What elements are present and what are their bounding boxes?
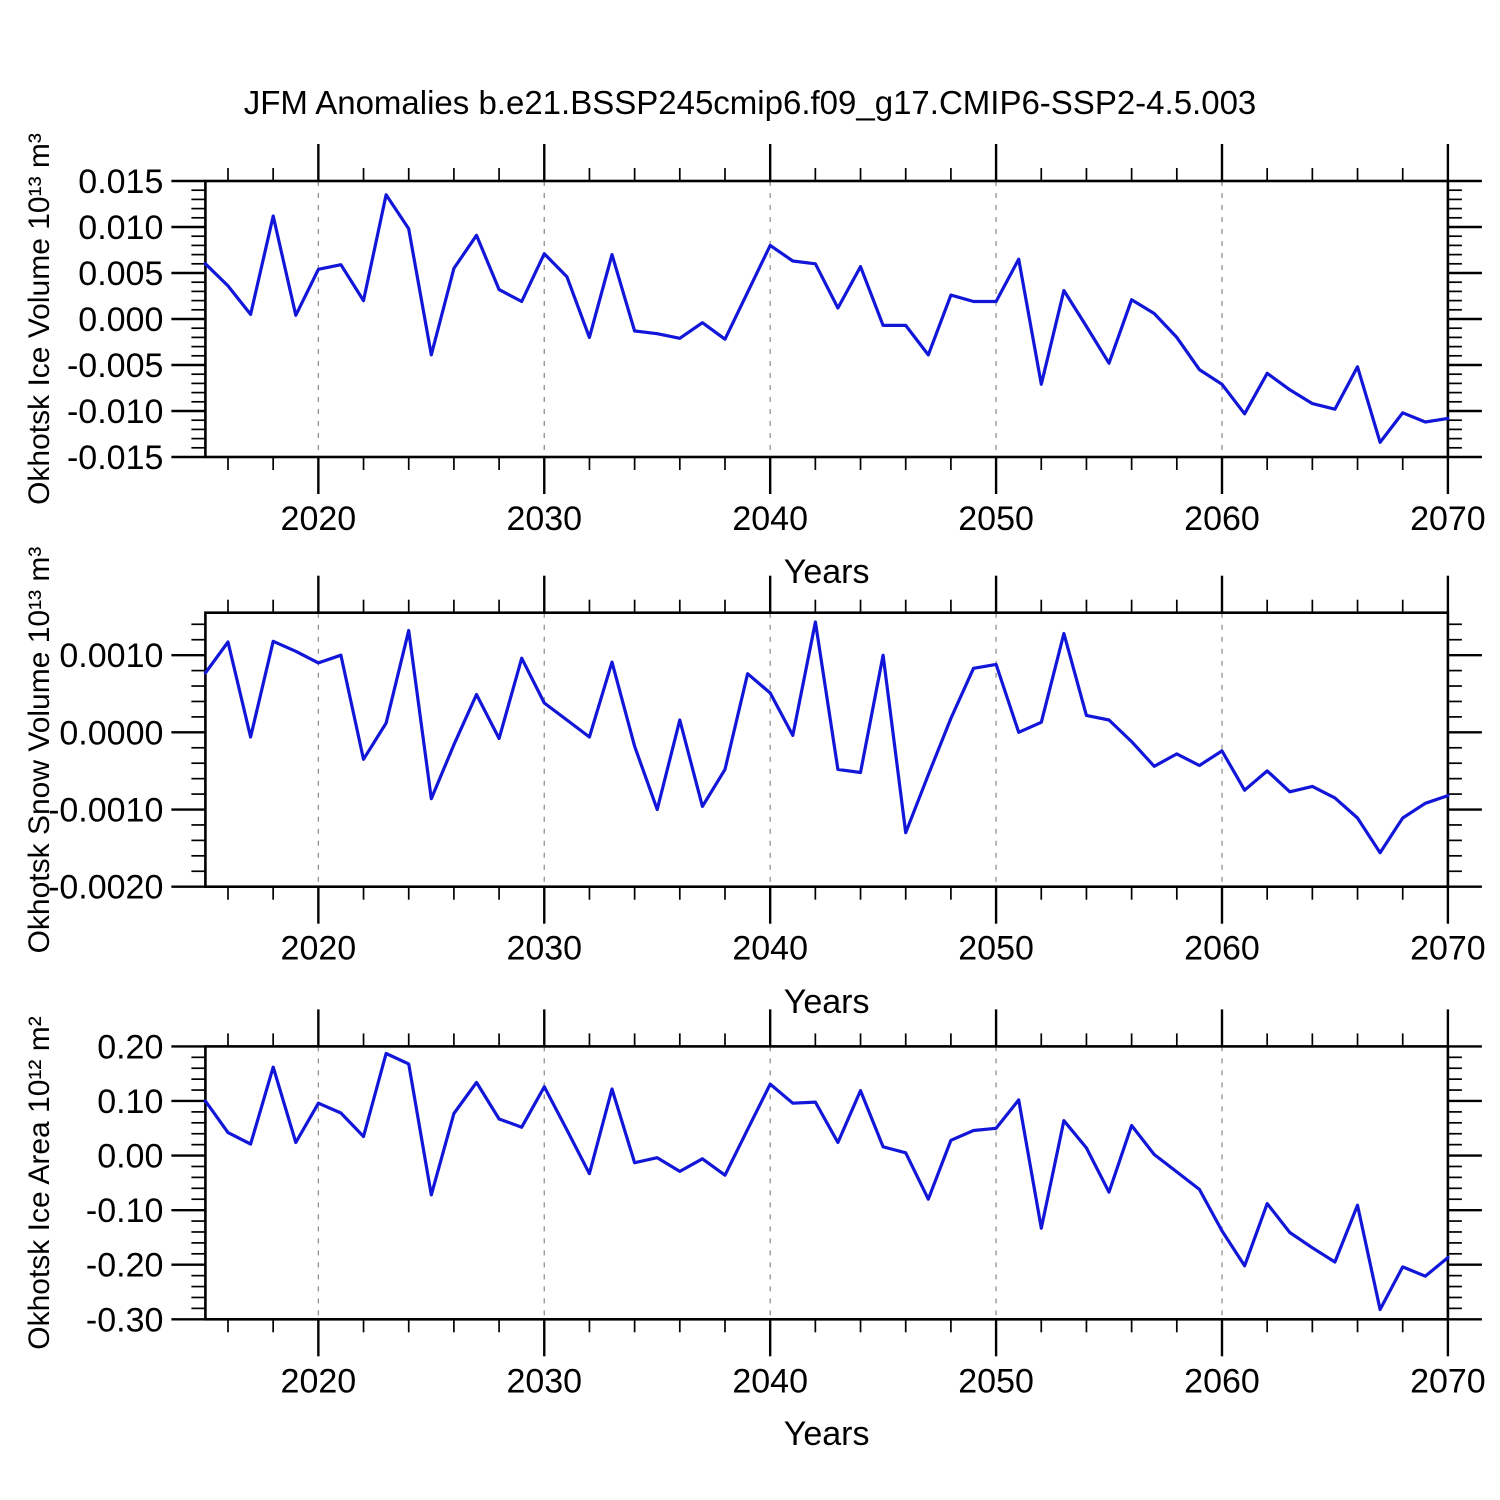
series-line-1	[203, 620, 1450, 855]
panel-frame	[204, 1045, 1450, 1321]
x-tick-label: 2060	[1184, 1362, 1260, 1400]
x-tick-label: 2020	[281, 500, 357, 538]
y-tick-label: 0.000	[78, 301, 163, 339]
x-tick-label: 2070	[1410, 1362, 1486, 1400]
y-tick-label: -0.015	[67, 439, 163, 477]
y-tick-label: 0.00	[97, 1138, 163, 1176]
y-tick-label: 0.005	[78, 255, 163, 293]
panel-frame	[204, 611, 1450, 889]
panel-2: 2020 2030 2040 2050 2060 2070 0.20 0.10 0.00 -0.1…	[86, 1009, 1486, 1400]
y-tick-label: 0.015	[78, 163, 163, 201]
x-tick-label: 2030	[506, 500, 582, 538]
y-tick-label: 0.010	[78, 209, 163, 247]
x-tick-label: 2070	[1410, 500, 1486, 538]
y-tick-label: 0.20	[97, 1028, 163, 1066]
y-tick-label: -0.005	[67, 347, 163, 385]
x-tick-label: 2050	[958, 500, 1034, 538]
x-tick-label: 2060	[1184, 930, 1260, 968]
panel-frame	[204, 179, 1450, 459]
y-tick-label: -0.30	[86, 1301, 164, 1339]
y-tick-label: -0.20	[86, 1247, 164, 1285]
series-line-2	[203, 1051, 1450, 1312]
x-tick-label: 2020	[281, 930, 357, 968]
x-tick-label: 2020	[281, 1362, 357, 1400]
y-tick-label: -0.10	[86, 1192, 164, 1230]
x-tick-label: 2040	[732, 500, 808, 538]
y-axis-title-ice-area: Okhotsk Ice Area 10¹² m²	[23, 1016, 56, 1350]
series-line-0	[203, 193, 1450, 444]
x-axis-title-years-middle: Years	[783, 982, 870, 1021]
y-tick-label: 0.0010	[59, 637, 163, 675]
y-tick-label: -0.010	[67, 393, 163, 431]
panel-0: 2020 2030 2040 2050 2060 2070 0.015 0.010 0.005 0…	[67, 144, 1486, 538]
y-tick-label: 0.10	[97, 1083, 163, 1121]
x-tick-label: 2030	[506, 1362, 582, 1400]
x-tick-label: 2050	[958, 930, 1034, 968]
x-tick-label: 2070	[1410, 930, 1486, 968]
x-tick-label: 2040	[732, 1362, 808, 1400]
x-axis-title-years-top: Years	[783, 553, 870, 591]
chart-title: JFM Anomalies b.e21.BSSP245cmip6.f09_g17…	[243, 84, 1257, 121]
x-tick-label: 2040	[732, 930, 808, 968]
y-tick-label: 0.0000	[59, 714, 163, 752]
x-tick-label: 2050	[958, 1362, 1034, 1400]
panel-1: 2020 2030 2040 2050 2060 2070 0.0010 0.0000 -0.0…	[48, 575, 1486, 968]
y-axis-title-snow-volume: Okhotsk Snow Volume 10¹³ m³	[23, 546, 56, 954]
y-axis-title-ice-volume: Okhotsk Ice Volume 10¹³ m³	[23, 133, 56, 505]
x-tick-label: 2030	[506, 930, 582, 968]
x-axis-title-years-bottom: Years	[783, 1415, 870, 1454]
x-tick-label: 2060	[1184, 500, 1260, 538]
y-tick-label: -0.0020	[48, 869, 163, 907]
y-tick-label: -0.0010	[48, 792, 163, 830]
